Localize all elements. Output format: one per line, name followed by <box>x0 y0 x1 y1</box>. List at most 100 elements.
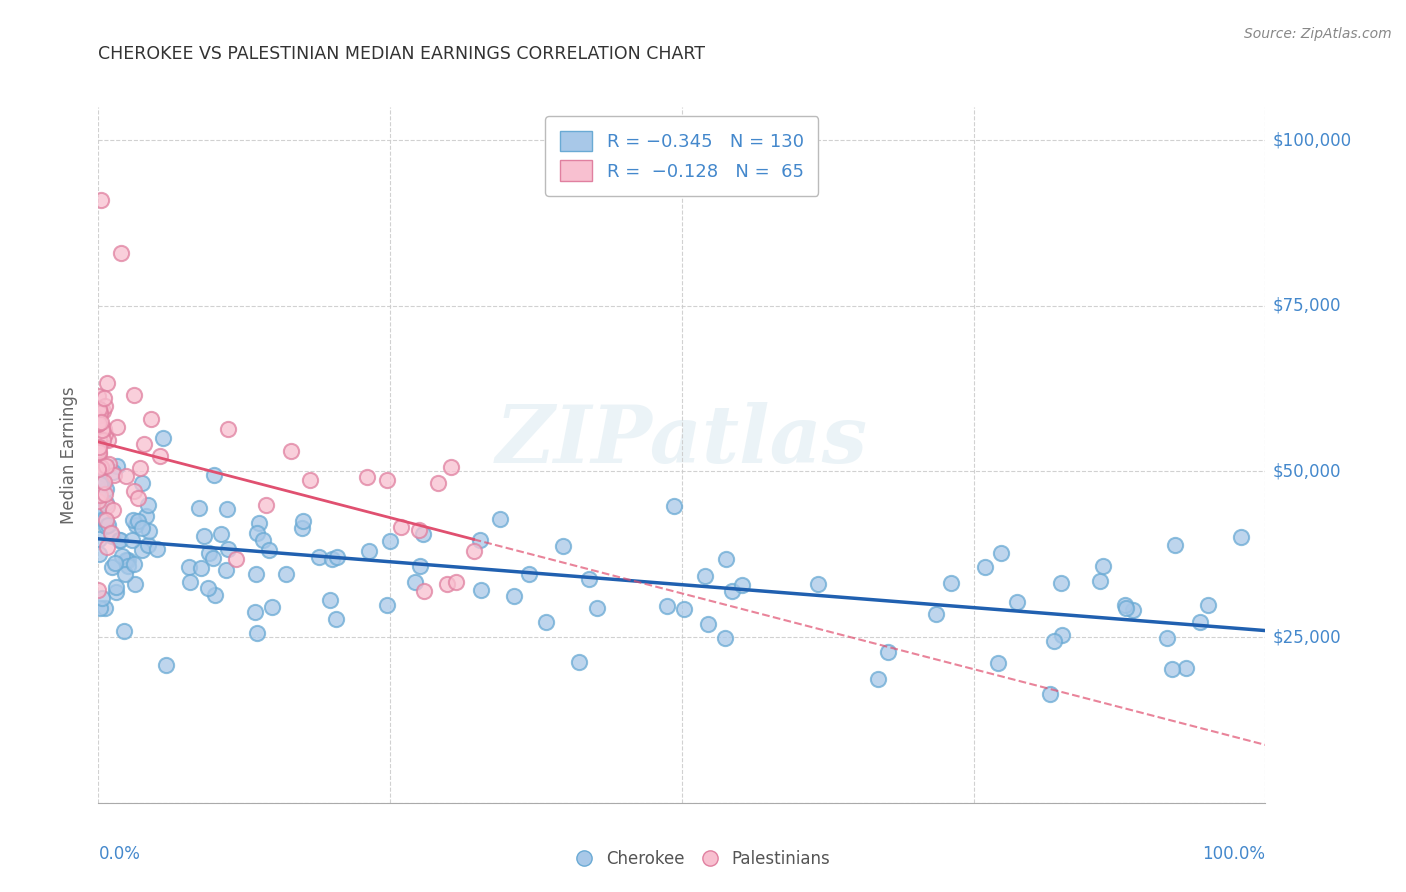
Point <box>101 529 124 543</box>
Point <box>292 514 315 528</box>
Point <box>87 490 110 504</box>
Point <box>87 401 110 416</box>
Point <box>114 468 136 483</box>
Point <box>308 549 330 564</box>
Point <box>436 577 458 591</box>
Point <box>714 631 737 645</box>
Point <box>375 473 398 487</box>
Point <box>127 491 149 505</box>
Y-axis label: Median Earnings: Median Earnings <box>59 386 77 524</box>
Point <box>246 626 269 640</box>
Point <box>124 484 146 499</box>
Point <box>378 533 401 548</box>
Point <box>1088 574 1111 588</box>
Point <box>1230 530 1253 544</box>
Point <box>87 582 110 597</box>
Legend: Cherokee, Palestinians: Cherokee, Palestinians <box>569 844 837 875</box>
Point <box>132 436 155 450</box>
Point <box>202 467 225 482</box>
Point <box>87 389 110 403</box>
Point <box>252 533 274 547</box>
Point <box>534 615 557 629</box>
Point <box>105 585 128 599</box>
Point <box>662 500 685 514</box>
Point <box>246 526 269 541</box>
Point <box>90 415 112 429</box>
Point <box>146 541 169 556</box>
Point <box>202 550 225 565</box>
Point <box>94 482 117 496</box>
Point <box>299 473 322 487</box>
Point <box>177 559 200 574</box>
Point <box>470 533 492 547</box>
Legend: R = −​0.345   N = 130, R =  −0.128   N =  65: R = −​0.345 N = 130, R = −0.128 N = 65 <box>546 116 818 195</box>
Point <box>89 402 111 417</box>
Text: $100,000: $100,000 <box>1272 131 1351 149</box>
Point <box>1052 628 1074 642</box>
Point <box>204 588 226 602</box>
Point <box>87 434 110 448</box>
Point <box>91 433 114 447</box>
Point <box>1049 575 1071 590</box>
Point <box>124 577 146 591</box>
Point <box>197 581 219 595</box>
Point <box>97 433 120 447</box>
Point <box>90 193 112 207</box>
Point <box>87 445 110 459</box>
Point <box>319 592 342 607</box>
Text: ZIPatlas: ZIPatlas <box>496 402 868 480</box>
Point <box>924 607 946 621</box>
Text: $50,000: $50,000 <box>1272 462 1341 481</box>
Point <box>568 655 591 669</box>
Text: 100.0%: 100.0% <box>1202 845 1265 863</box>
Point <box>122 513 145 527</box>
Point <box>1160 662 1182 676</box>
Point <box>89 416 111 430</box>
Text: Source: ZipAtlas.com: Source: ZipAtlas.com <box>1244 27 1392 41</box>
Point <box>101 560 124 574</box>
Point <box>97 518 120 533</box>
Point <box>89 477 111 491</box>
Point <box>446 575 468 590</box>
Point <box>1156 631 1178 645</box>
Point <box>413 583 436 598</box>
Point <box>359 544 381 558</box>
Point <box>990 546 1012 560</box>
Point <box>127 514 149 528</box>
Point <box>135 509 157 524</box>
Point <box>90 475 112 490</box>
Point <box>93 422 115 436</box>
Point <box>1115 601 1137 615</box>
Point <box>249 516 271 531</box>
Point <box>136 538 159 552</box>
Point <box>321 552 343 566</box>
Point <box>1175 661 1198 675</box>
Point <box>217 542 239 557</box>
Point <box>96 458 118 473</box>
Point <box>551 539 574 553</box>
Point <box>89 404 111 418</box>
Point <box>325 549 347 564</box>
Point <box>117 553 139 567</box>
Point <box>87 462 110 476</box>
Point <box>87 480 110 494</box>
Point <box>122 558 145 572</box>
Point <box>87 494 110 508</box>
Point <box>89 601 111 615</box>
Point <box>101 465 124 479</box>
Point <box>1007 595 1029 609</box>
Point <box>404 574 426 589</box>
Point <box>141 412 163 426</box>
Point <box>90 591 112 605</box>
Point <box>103 467 125 482</box>
Point <box>89 431 111 445</box>
Point <box>260 599 283 614</box>
Point <box>129 460 152 475</box>
Point <box>280 444 302 458</box>
Point <box>1197 598 1219 612</box>
Point <box>87 458 110 472</box>
Point <box>93 475 115 489</box>
Point <box>87 417 110 432</box>
Point <box>93 404 115 418</box>
Point <box>488 511 510 525</box>
